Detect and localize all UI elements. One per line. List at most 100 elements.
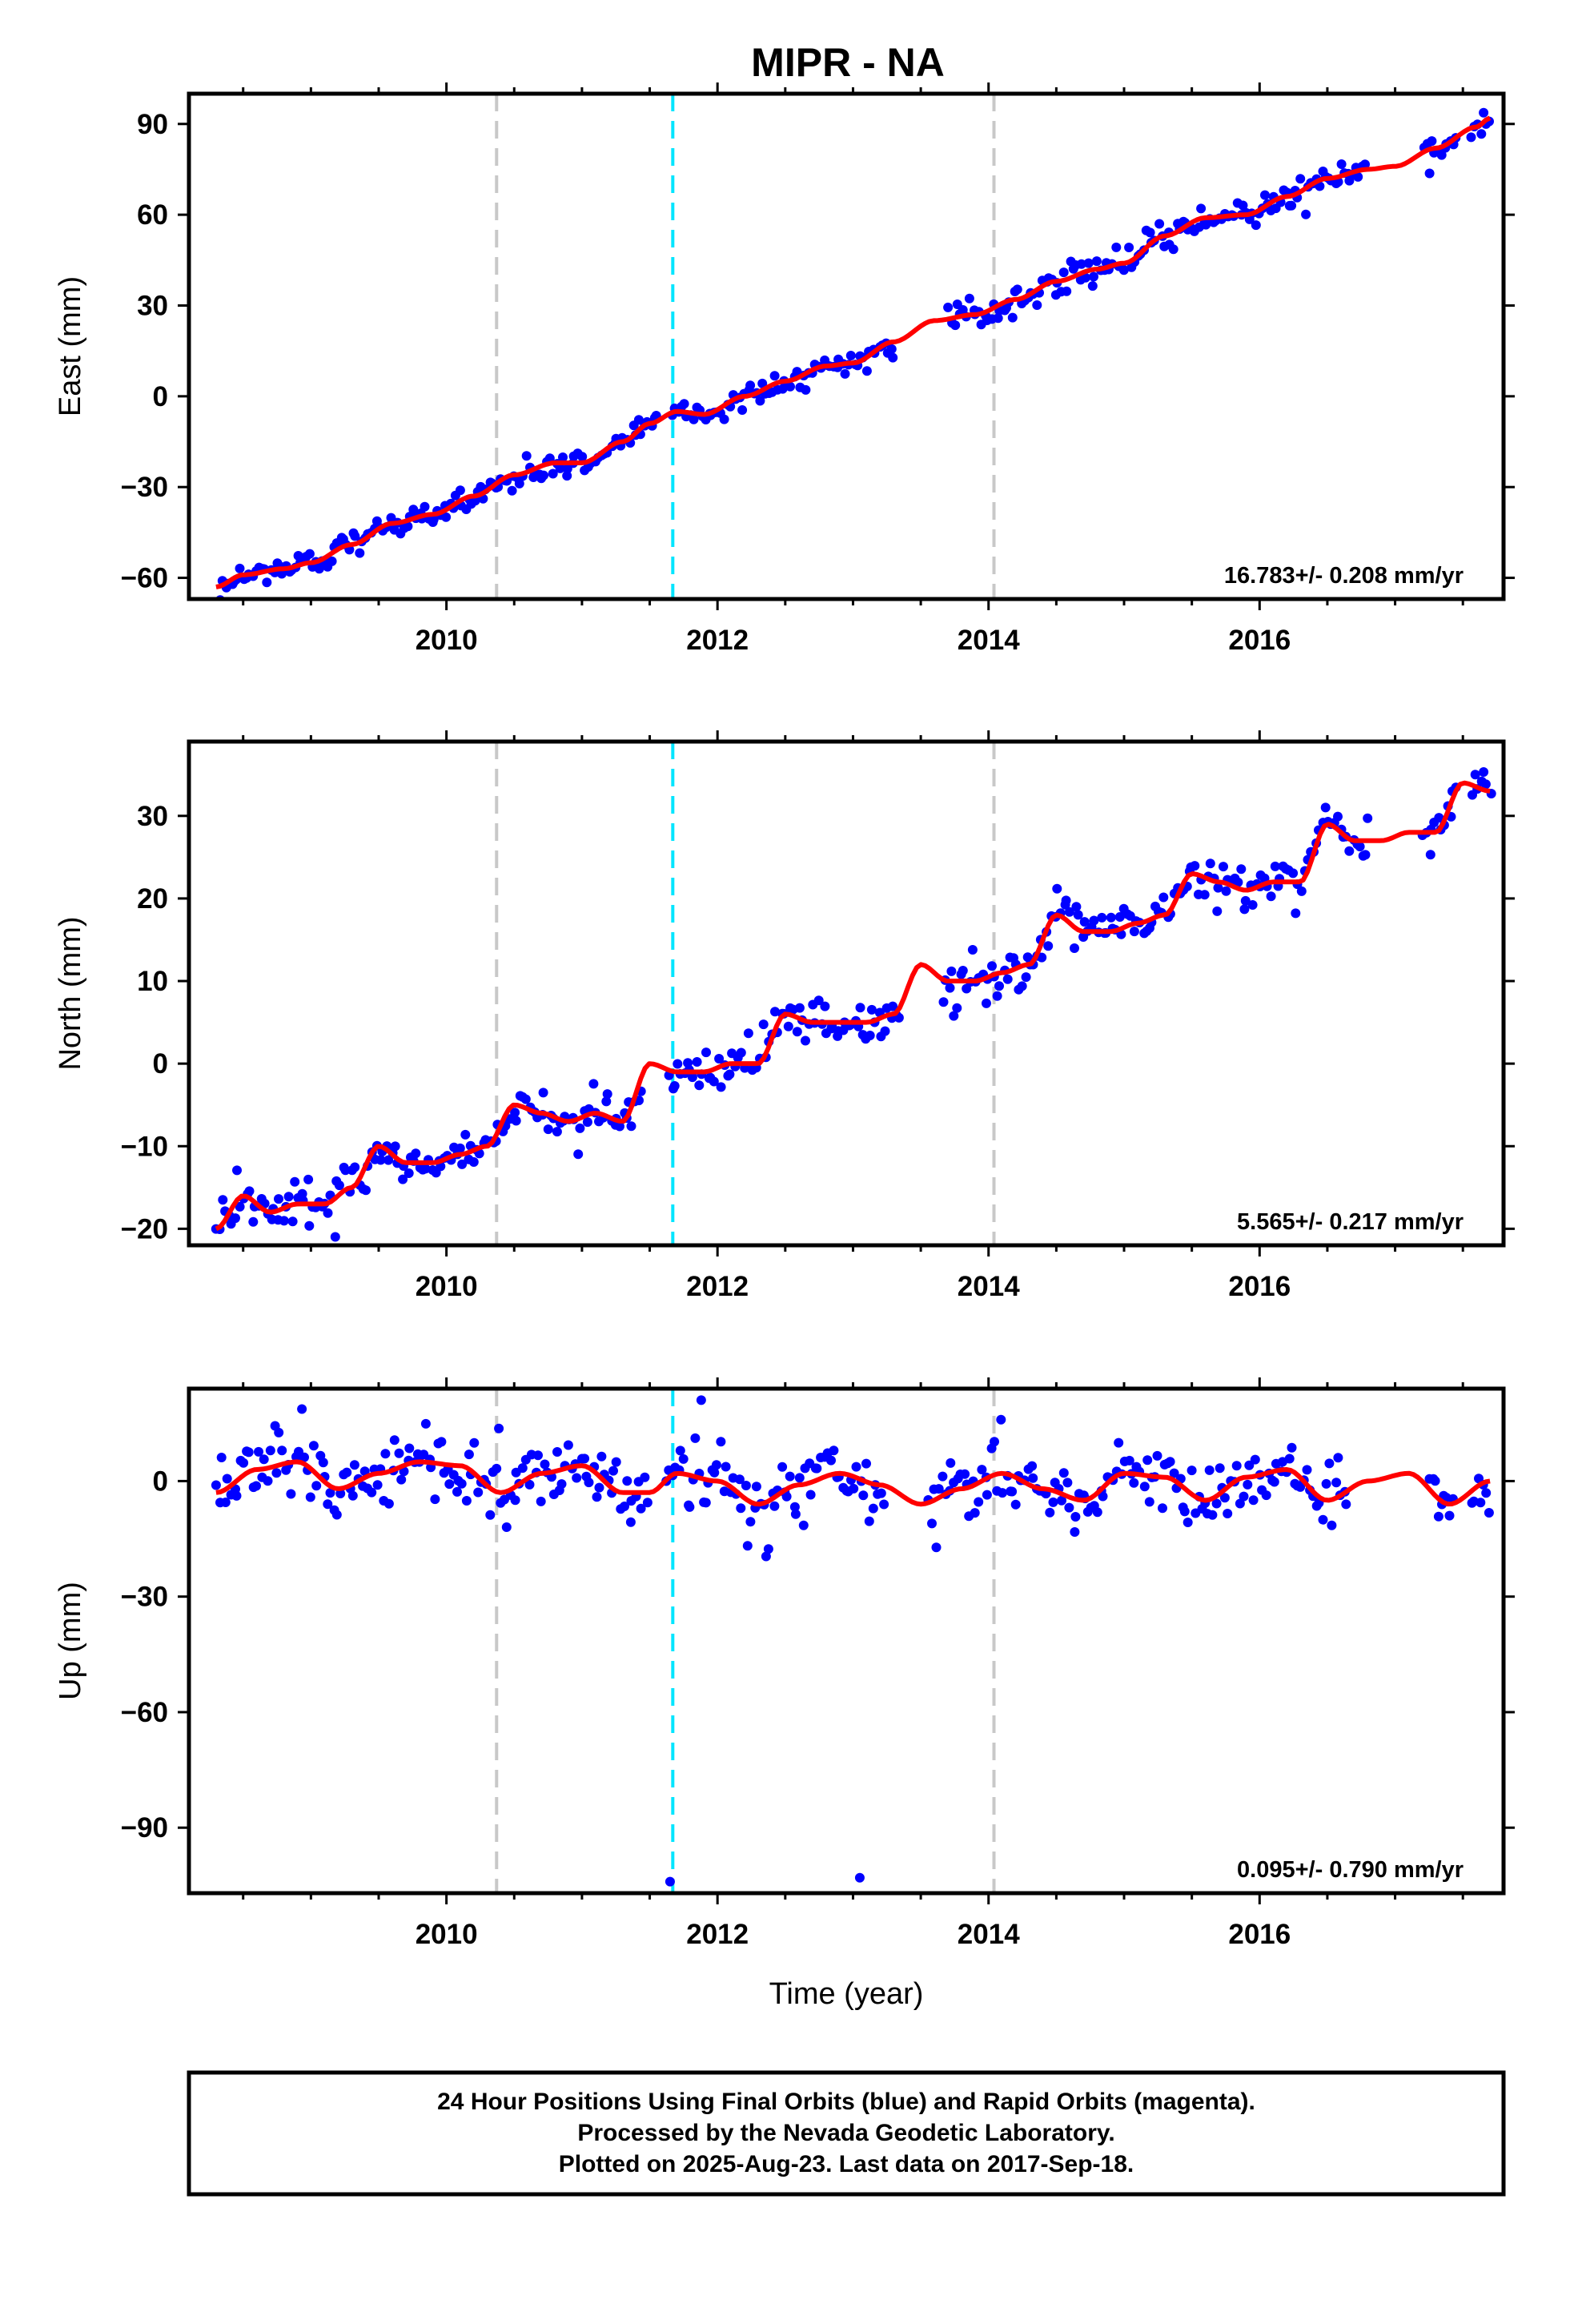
data-point [1261,1490,1271,1501]
data-point [888,352,898,363]
data-point [829,1445,839,1456]
data-point [1062,1478,1073,1488]
data-point [615,1121,624,1132]
data-point [992,991,1002,1001]
data-point [1248,1495,1259,1506]
data-point [1269,1477,1279,1487]
data-point [987,961,997,971]
data-point [304,1220,315,1231]
data-point [974,1497,984,1507]
data-point [584,1478,594,1488]
data-point [1363,813,1373,823]
data-point [305,1492,315,1502]
data-point [231,1490,242,1501]
data-point [1179,1506,1190,1517]
data-point [1205,858,1215,869]
data-point [342,1467,352,1478]
data-point [211,1480,221,1490]
data-point [1427,136,1437,147]
data-point [494,1423,504,1433]
data-point [1076,259,1086,269]
data-point [271,1468,282,1478]
data-point [1247,900,1258,910]
data-point [1129,927,1139,937]
data-point [673,1059,683,1069]
data-point [235,563,245,573]
data-point [701,1047,711,1058]
x-tick-label: 2010 [416,1919,478,1950]
data-point [308,1441,319,1451]
data-point [1479,107,1489,118]
data-point [751,1482,761,1492]
data-point [608,1466,618,1476]
data-point [277,1445,287,1456]
y-tick-label: −60 [121,1697,168,1728]
data-point [456,1478,467,1489]
data-point [239,1458,249,1468]
x-tick-label: 2016 [1228,1271,1291,1302]
data-point [1288,868,1299,879]
data-point [588,1079,599,1089]
data-point [287,1216,298,1227]
data-point [1002,974,1013,984]
velocity-label: 0.095+/- 0.790 mm/yr [1237,1857,1464,1883]
data-point [1250,1454,1260,1465]
data-point [1424,168,1435,179]
data-point [851,1462,861,1472]
data-point [580,1454,590,1464]
data-point [938,997,949,1007]
data-point [743,1028,753,1039]
data-point [347,1490,358,1501]
x-tick-label: 2012 [686,1271,749,1302]
data-point [805,1490,816,1500]
data-point [1092,1507,1102,1518]
data-point [390,1141,400,1152]
data-point [1344,846,1355,856]
data-point [861,366,872,376]
data-point [263,1476,273,1486]
data-point [1190,861,1200,871]
data-point [864,1516,874,1526]
data-point [361,1185,371,1196]
data-point [1199,890,1210,900]
data-point [511,1116,521,1126]
data-point [742,1541,753,1551]
x-axis-label: Time (year) [769,1977,924,2011]
data-point [539,470,548,480]
data-point [251,1481,261,1491]
data-point [1238,200,1248,211]
data-point [1089,915,1099,926]
data-point [396,1474,407,1485]
data-point [967,945,978,955]
panel-up: −90 −60 −30 0 2010 2012 2014 2016 Up (mm) Time (y… [54,1377,1515,2011]
data-point [244,1186,255,1196]
data-point [694,1080,705,1091]
data-point [304,549,315,559]
data-point [311,1481,322,1491]
data-point [290,1176,300,1187]
data-point [958,966,968,975]
y-tick-label: 20 [137,883,168,915]
data-point [277,569,287,579]
data-point [790,1509,801,1519]
data-point [1045,1507,1055,1518]
data-point [538,1088,548,1098]
x-tick-label: 2010 [416,625,478,656]
data-point [1089,271,1098,282]
data-point [813,995,824,1006]
data-point [1097,912,1107,923]
data-point [1320,802,1331,813]
data-point [265,1445,275,1456]
data-point [436,1437,447,1447]
y-tick-label: 30 [137,801,168,832]
data-point [990,1437,999,1447]
data-point [380,1449,391,1459]
data-point [1028,1473,1038,1483]
x-tick-label: 2014 [958,1271,1020,1302]
data-point [372,1480,383,1490]
data-point [716,1437,726,1447]
data-point [1032,300,1042,310]
data-point [1079,917,1090,927]
